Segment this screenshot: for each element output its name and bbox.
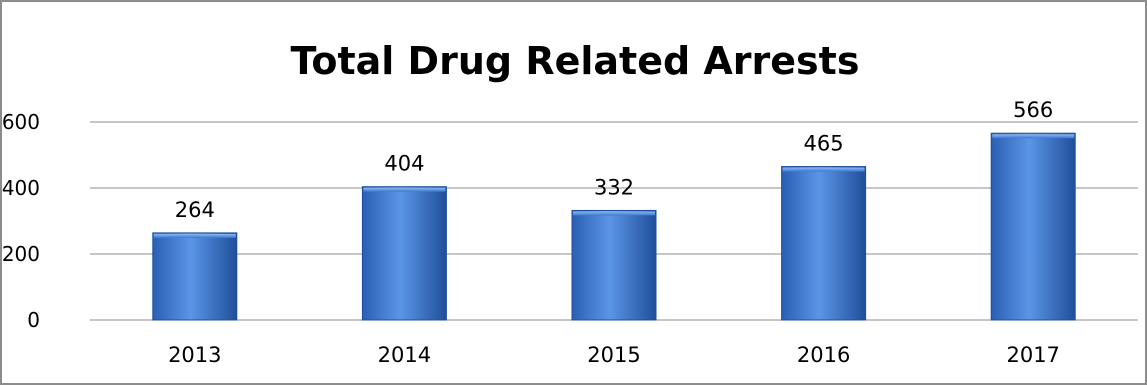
bar-highlight	[363, 187, 446, 192]
bar-highlight	[153, 233, 236, 238]
x-axis-ticks: 2013 2014 2015 2016 2017	[168, 343, 1060, 367]
bar-2017	[990, 132, 1076, 321]
x-tick-label: 2015	[587, 343, 640, 367]
y-tick-label: 600	[2, 110, 40, 134]
bar-highlight	[992, 134, 1075, 139]
data-labels: 264 404 332 465 566	[175, 98, 1053, 222]
data-label: 264	[175, 198, 215, 222]
data-label: 465	[804, 132, 844, 156]
data-label: 332	[594, 175, 634, 199]
bar-2013	[152, 232, 238, 321]
chart-title: Total Drug Related Arrests	[291, 39, 860, 83]
bar-highlight	[782, 167, 865, 172]
y-axis-ticks: 0 200 400 600	[2, 110, 40, 332]
x-tick-label: 2016	[797, 343, 850, 367]
x-tick-label: 2014	[378, 343, 431, 367]
y-tick-label: 200	[2, 242, 40, 266]
data-label: 566	[1013, 98, 1053, 122]
x-tick-label: 2013	[168, 343, 221, 367]
bar-2016	[781, 166, 867, 321]
bar-2014	[361, 186, 447, 321]
bar-highlight	[573, 211, 655, 216]
bar-2015	[571, 209, 657, 321]
bars	[152, 132, 1076, 321]
y-tick-label: 400	[2, 176, 40, 200]
y-tick-label: 0	[27, 308, 40, 332]
x-tick-label: 2017	[1006, 343, 1059, 367]
data-label: 404	[384, 152, 424, 176]
